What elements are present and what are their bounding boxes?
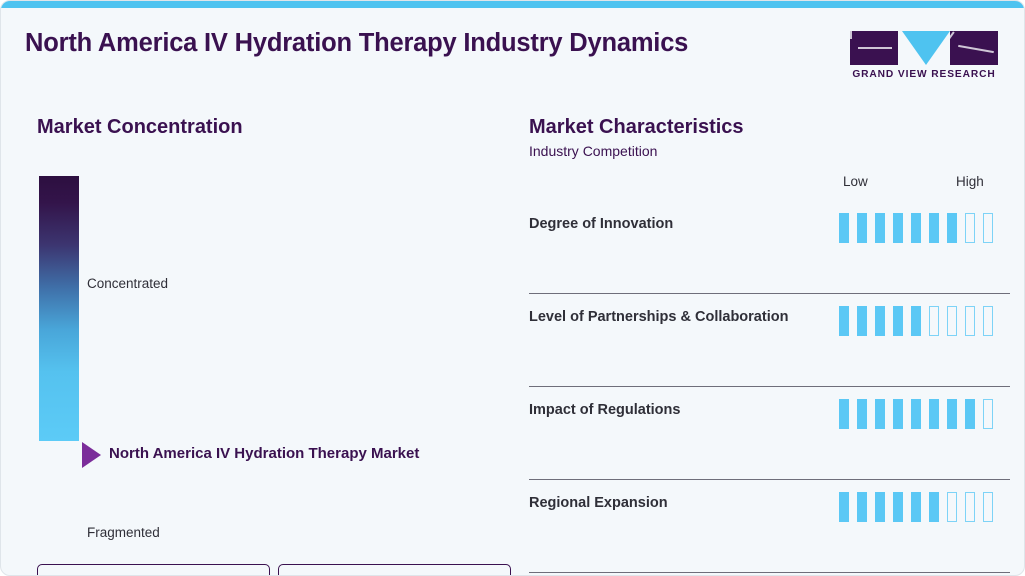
logo-marks bbox=[850, 31, 998, 65]
axis-label-low: Low bbox=[843, 174, 868, 189]
logo-wordmark: GRAND VIEW RESEARCH bbox=[852, 69, 996, 80]
scale-label-concentrated: Concentrated bbox=[87, 276, 169, 291]
characteristic-row: Degree of Innovation bbox=[513, 201, 1024, 294]
rating-bar-filled bbox=[965, 399, 975, 429]
rating-bar-filled bbox=[911, 399, 921, 429]
pace-of-market-growth-card: Pace of Market Growth Accelerating Accel… bbox=[278, 564, 511, 575]
rating-bar-empty bbox=[983, 399, 993, 429]
rating-bar-empty bbox=[965, 306, 975, 336]
top-accent-bar bbox=[1, 1, 1024, 8]
characteristic-label: Regional Expansion bbox=[529, 495, 668, 511]
market-characteristics-panel: Market Characteristics Industry Competit… bbox=[513, 101, 1024, 575]
rating-bar-filled bbox=[911, 492, 921, 522]
logo-block-left-icon bbox=[850, 31, 898, 65]
rating-bar-filled bbox=[875, 399, 885, 429]
rating-bar-empty bbox=[947, 306, 957, 336]
rating-bar-filled bbox=[857, 213, 867, 243]
characteristic-rating-bars bbox=[839, 492, 993, 522]
rating-bar-filled bbox=[839, 492, 849, 522]
concentration-marker-label: North America IV Hydration Therapy Marke… bbox=[109, 445, 420, 462]
characteristic-label: Impact of Regulations bbox=[529, 402, 681, 418]
rating-bar-filled bbox=[947, 399, 957, 429]
rating-bar-filled bbox=[875, 306, 885, 336]
market-concentration-title: Market Concentration bbox=[37, 116, 243, 138]
rating-bar-filled bbox=[857, 492, 867, 522]
characteristic-rating-bars bbox=[839, 213, 993, 243]
rating-bar-empty bbox=[983, 492, 993, 522]
rating-bar-filled bbox=[911, 306, 921, 336]
rating-bar-filled bbox=[875, 492, 885, 522]
characteristic-row: Level of Partnerships & Collaboration bbox=[513, 294, 1024, 387]
rating-bar-empty bbox=[965, 213, 975, 243]
rating-bar-filled bbox=[929, 492, 939, 522]
rating-bar-filled bbox=[857, 399, 867, 429]
axis-label-high: High bbox=[956, 174, 984, 189]
row-divider bbox=[529, 292, 1010, 294]
logo-triangle-icon bbox=[902, 31, 950, 65]
logo-left-line bbox=[858, 47, 892, 49]
market-growth-stage-heading: Market Growth Stage bbox=[38, 573, 269, 575]
row-divider bbox=[529, 571, 1010, 573]
scale-label-fragmented: Fragmented bbox=[87, 525, 160, 540]
market-characteristics-subtitle: Industry Competition bbox=[529, 143, 658, 159]
rating-bar-filled bbox=[839, 306, 849, 336]
rating-bar-filled bbox=[875, 213, 885, 243]
characteristics-rows: Degree of Innovation Level of Partnership… bbox=[513, 201, 1024, 573]
rating-bar-empty bbox=[965, 492, 975, 522]
rating-bar-filled bbox=[857, 306, 867, 336]
market-concentration-panel: Market Concentration Concentrated Fragme… bbox=[1, 101, 513, 575]
market-growth-stage-card: Market Growth Stage Medium Low | Medium … bbox=[37, 564, 270, 575]
logo-left-tick bbox=[850, 31, 852, 39]
logo-right-line bbox=[958, 44, 994, 54]
rating-bar-empty bbox=[947, 492, 957, 522]
rating-bar-filled bbox=[929, 399, 939, 429]
rating-bar-empty bbox=[929, 306, 939, 336]
row-divider bbox=[529, 478, 1010, 480]
characteristic-row: Regional Expansion bbox=[513, 480, 1024, 573]
logo-right-tick bbox=[950, 31, 955, 41]
rating-bar-filled bbox=[893, 399, 903, 429]
rating-bar-filled bbox=[911, 213, 921, 243]
rating-bar-filled bbox=[947, 213, 957, 243]
header: North America IV Hydration Therapy Indus… bbox=[1, 23, 1024, 86]
concentration-gradient-scale bbox=[39, 176, 79, 441]
characteristic-rating-bars bbox=[839, 306, 993, 336]
concentration-marker-arrow-icon bbox=[82, 442, 101, 468]
page-title: North America IV Hydration Therapy Indus… bbox=[25, 29, 689, 57]
pace-of-market-growth-heading: Pace of Market Growth bbox=[279, 573, 510, 575]
rating-bar-filled bbox=[893, 306, 903, 336]
rating-bar-filled bbox=[839, 399, 849, 429]
characteristic-rating-bars bbox=[839, 399, 993, 429]
grand-view-research-logo: GRAND VIEW RESEARCH bbox=[850, 31, 998, 86]
market-characteristics-title: Market Characteristics bbox=[529, 116, 744, 138]
rating-bar-filled bbox=[893, 213, 903, 243]
characteristic-label: Degree of Innovation bbox=[529, 216, 674, 232]
characteristic-label: Level of Partnerships & Collaboration bbox=[529, 309, 789, 325]
rating-bar-empty bbox=[983, 213, 993, 243]
logo-block-right-icon bbox=[950, 31, 998, 65]
rating-bar-filled bbox=[839, 213, 849, 243]
characteristic-row: Impact of Regulations bbox=[513, 387, 1024, 480]
rating-bar-empty bbox=[983, 306, 993, 336]
row-divider bbox=[529, 385, 1010, 387]
rating-bar-filled bbox=[893, 492, 903, 522]
rating-bar-filled bbox=[929, 213, 939, 243]
